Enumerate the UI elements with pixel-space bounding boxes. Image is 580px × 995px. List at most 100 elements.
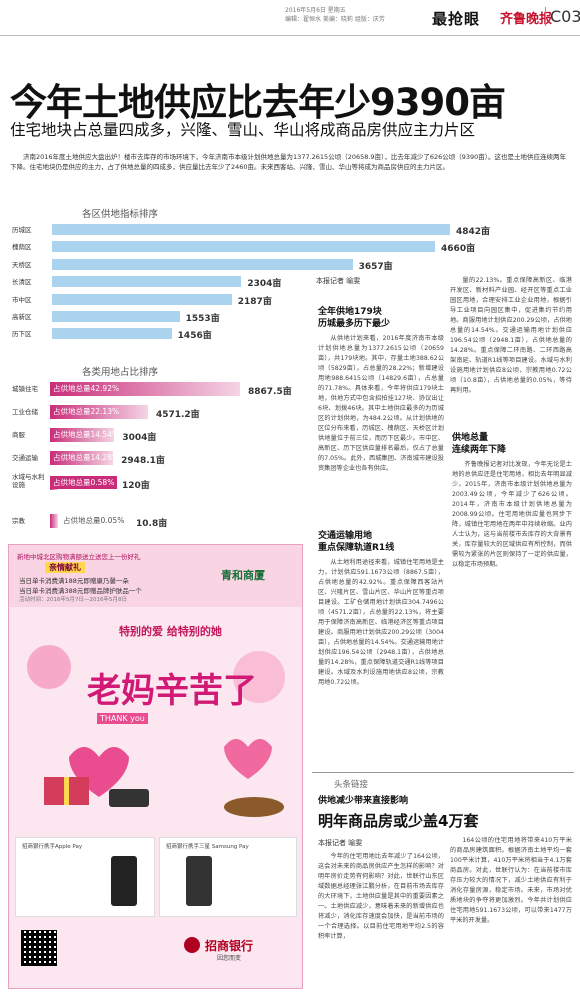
chart1-value-label: 1553亩 (185, 314, 220, 324)
header-date: 2016年5月6日 星期五 (285, 7, 346, 14)
chart1-title: 各区供地指标排序 (82, 209, 159, 220)
ad-top-line: 新地中城北区购物满额送立送您上一份好礼 (17, 553, 141, 561)
chart1-bar (52, 311, 180, 322)
chart2-value-label: 4571.2亩 (155, 410, 200, 420)
side-tag: 头条链接 (334, 780, 369, 790)
ad-offer-2: 当日单卡消费满388元即赠品牌护肤品一个 (19, 587, 142, 595)
side-byline: 本报记者 喻雯 (318, 839, 363, 847)
mid-column-paragraph: 量的22.13%。重点保障高新区、临港开发区、新材料产业园、经开区等重点工业园区… (450, 277, 572, 394)
bank-logo-icon (184, 937, 200, 953)
ad-applepay-box: 招商银行携手Apple Pay (15, 837, 155, 917)
chart2-value-label: 120亩 (122, 481, 150, 491)
section3-heading-line2: 连续两年下降 (452, 445, 507, 455)
section3-heading: 供地总量 连续两年下降 (452, 432, 506, 456)
phone-icon (186, 856, 212, 906)
ad-thank-you: THANK you (97, 713, 148, 724)
chart2-bar (50, 451, 114, 465)
side-paragraph-right: 164公顷的住宅用地将带来410万平米的商品房建筑面积。根据济南土地平均一套10… (450, 837, 572, 924)
section2-heading-line1: 交通运输用地 (318, 531, 373, 541)
section1-heading-line2: 历城最多历下最少 (318, 319, 391, 329)
chart1-value-label: 1456亩 (177, 331, 212, 342)
ad-highlight: 亲情献礼 (45, 562, 85, 573)
ad-illustration (27, 645, 285, 817)
page-header: 2016年5月6日 星期五 编辑：翟恒水 美编：晓莉 组版：庆芳 最抢眼 齐鲁晚… (0, 0, 580, 36)
section3-heading-line1: 供地总量 (452, 433, 489, 443)
chart2-category-label: 城镇住宅 (12, 385, 38, 393)
header-editors: 编辑：翟恒水 美编：晓莉 组版：庆芳 (285, 16, 385, 23)
ad-date: 活动时间：2016年5月7日—2016年5月8日 (19, 597, 127, 603)
ad-offer-1: 当日单卡消费满188元即赠康乃馨一朵 (19, 577, 129, 585)
section3-paragraph: 齐鲁晚报记者对比发现，今年无论是土地的总供应还是住宅用地，相比去年明显减少。20… (452, 461, 572, 568)
chart1-value-label: 2304亩 (247, 279, 282, 290)
ad-bank-tagline: 因您而变 (217, 955, 242, 962)
chart2-value-label: 3004亩 (122, 433, 157, 443)
ad-samsungpay-label: 招商银行携手三星 Samsung Pay (166, 844, 249, 850)
chart1-category-label: 历下区 (12, 330, 32, 339)
side-heading: 供地减少带来直接影响 (318, 796, 409, 806)
ad-big-text: 老妈辛苦了 (87, 671, 257, 711)
chart2-share-label: 占供地总量0.05% (63, 516, 125, 525)
lead-paragraph: 济南2016年度土地供应大盘出炉！楼市去库存的市场环境下，今年济南市本级计划供地… (10, 152, 570, 172)
chart2-share-label: 占供地总量22.13% (53, 407, 120, 416)
section2-body: 从土地利用途径来看，城镇住宅用地是主力，计划供应591.1673公顷（8867.… (318, 558, 444, 760)
ad-applepay-label: 招商银行携手Apple Pay (22, 844, 83, 850)
chart2-value-label: 10.8亩 (136, 519, 168, 529)
chart1-category-label: 长清区 (12, 278, 32, 287)
ad-brand: 青和商厦 (221, 569, 265, 582)
chart1-bar (52, 258, 353, 270)
chart2-category-label: 商服 (12, 431, 25, 439)
side-divider (312, 772, 574, 773)
chart1-category-label: 历城区 (12, 226, 32, 234)
chart1-category-label: 天桥区 (12, 260, 32, 269)
section1-paragraph: 从供地计划来看，2016年度济南市本级计划供地总量为1377.2615公顷（20… (318, 335, 444, 472)
header-meta: 2016年5月6日 星期五 编辑：翟恒水 美编：晓莉 组版：庆芳 (285, 6, 430, 24)
chart2-category-label: 水域与水利设施 (12, 473, 45, 489)
chart2-value-label: 2948.1亩 (121, 456, 165, 466)
qr-code-icon (21, 930, 57, 966)
side-paragraph-left: 今年的住宅用地比去年减少了164公顷，这会对未来的商品房供应产生怎样的影响？对明… (318, 853, 444, 940)
side-body-left: 今年的住宅用地比去年减少了164公顷，这会对未来的商品房供应产生怎样的影响？对明… (318, 852, 444, 990)
section3-body: 齐鲁晚报记者对比发现，今年无论是土地的总供应还是住宅用地，相比去年明显减少。20… (452, 460, 572, 760)
advertisement: 新地中城北区购物满额送立送您上一份好礼 亲情献礼 当日单卡消费满188元即赠康乃… (8, 544, 303, 989)
section1-body: 从供地计划来看，2016年度济南市本级计划供地总量为1377.2615公顷（20… (318, 334, 444, 524)
side-body-right: 164公顷的住宅用地将带来410万平米的商品房建筑面积。根据济南土地平均一套10… (450, 836, 572, 990)
chart1-category-label: 高新区 (12, 313, 32, 321)
section1-heading-line1: 全年供地179块 (318, 307, 382, 317)
ad-samsungpay-box: 招商银行携手三星 Samsung Pay (159, 837, 297, 917)
chart2-bar (50, 405, 148, 419)
chart2-share-label: 占供地总量42.92% (53, 384, 120, 393)
chart2-title: 各类用地占比排序 (82, 367, 159, 378)
chart2-category-label: 交通运输 (12, 454, 38, 462)
chart1-value-label: 4660亩 (441, 244, 476, 255)
section1-heading: 全年供地179块 历城最多历下最少 (318, 306, 390, 330)
section2-heading: 交通运输用地 重点保障轨道R1线 (318, 530, 394, 554)
chart2-value-label: 8867.5亩 (248, 387, 292, 397)
chart1-bar (52, 328, 172, 340)
phone-icon (111, 856, 137, 906)
chart2-category-label: 工业仓储 (12, 408, 38, 416)
subheadline: 住宅地块占总量四成多，兴隆、雪山、华山将成商品房供应主力片区 (10, 121, 476, 139)
chart2-share-label: 占供地总量0.58% (50, 476, 118, 489)
chart1-bar (52, 276, 242, 288)
ad-bank-name: 招商银行 (205, 939, 254, 953)
chart2-bar (50, 428, 115, 442)
chart1-bar (52, 293, 232, 305)
column-name: 最抢眼 (432, 10, 481, 28)
chart1-bar (52, 241, 436, 253)
chart2-category-label: 宗教 (12, 517, 25, 525)
chart1-value-label: 4842亩 (456, 227, 491, 237)
chart2-share-label: 占供地总量14.28% (53, 453, 120, 462)
chart2-share-label: 占供地总量14.54% (53, 430, 120, 439)
chart1-bar (52, 224, 450, 235)
page-number: C03 (545, 7, 580, 26)
side-title: 明年商品房或少盖4万套 (318, 812, 479, 830)
chart1-value-label: 2187亩 (237, 296, 272, 307)
section2-heading-line2: 重点保障轨道R1线 (318, 543, 395, 553)
ad-top-strip (9, 545, 302, 607)
chart1-value-label: 3657亩 (358, 261, 393, 272)
chart2-bar (50, 514, 58, 528)
chart2-bar (50, 382, 240, 396)
chart1-category-label: 槐荫区 (12, 243, 32, 252)
byline: 本报记者 喻雯 (316, 277, 361, 285)
paper-logo: 齐鲁晚报 (500, 12, 553, 27)
